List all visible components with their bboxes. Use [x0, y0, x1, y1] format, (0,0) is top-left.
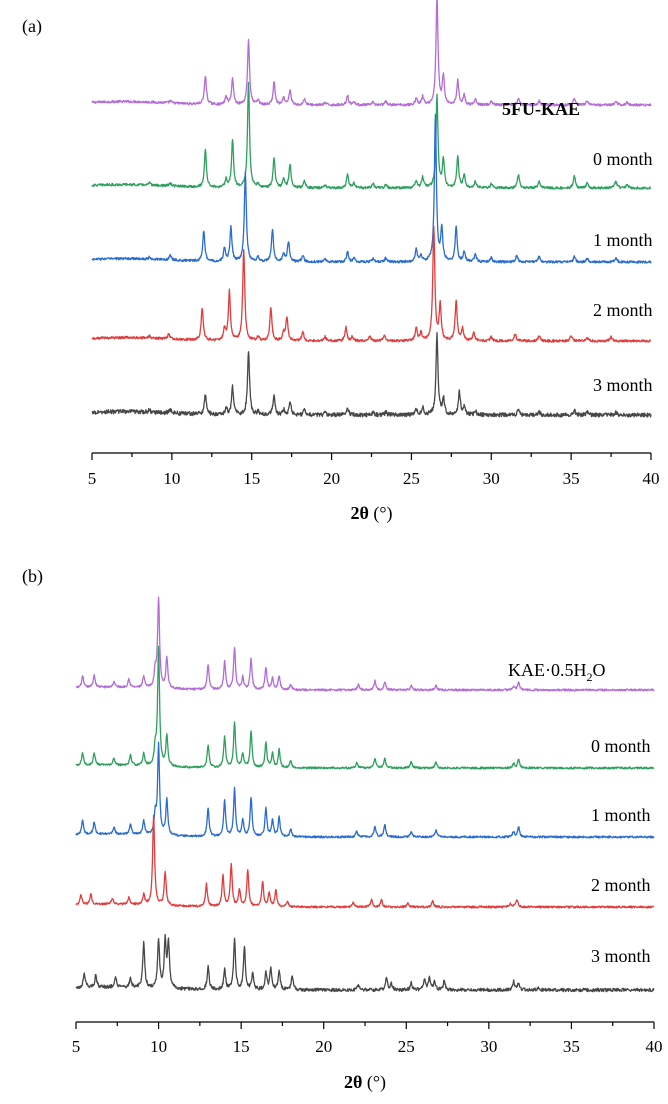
x-tick-label: 20 — [323, 469, 340, 488]
x-tick-label: 40 — [643, 469, 660, 488]
x-axis-title: 2θ (°) — [344, 1072, 386, 1093]
series-label: 3 month — [591, 946, 651, 966]
series-label: 0 month — [593, 149, 653, 169]
series-line-2 — [91, 113, 652, 264]
series-line-2 — [75, 741, 655, 839]
series-label: 1 month — [591, 805, 651, 825]
panel-label: (a) — [22, 16, 42, 37]
x-tick-label: 25 — [398, 1037, 415, 1056]
x-tick-label: 10 — [163, 469, 180, 488]
x-tick-label: 5 — [88, 469, 97, 488]
panel-label: (b) — [22, 566, 43, 587]
series-line-4 — [91, 331, 652, 418]
panel-a: (a) 5FU-KAE 0 month 1 month 2 month 3 month 5 1… — [22, 0, 660, 524]
series-line-0 — [75, 596, 655, 692]
x-tick-label: 25 — [403, 469, 420, 488]
x-tick-label: 40 — [646, 1037, 663, 1056]
series-line-3 — [75, 814, 655, 909]
series-label: KAE·0.5H2O — [508, 660, 606, 684]
panel-b: (b) KAE·0.5H2O 0 month 1 month 2 month 3 mont… — [22, 566, 663, 1093]
series-line-3 — [91, 225, 652, 343]
x-axis-title: 2θ (°) — [350, 503, 392, 524]
x-tick-label: 15 — [243, 469, 260, 488]
series-line-1 — [75, 645, 655, 770]
x-tick-label: 35 — [563, 1037, 580, 1056]
series-label: 1 month — [593, 230, 653, 250]
series-label: 5FU-KAE — [502, 99, 580, 119]
x-tick-label: 20 — [315, 1037, 332, 1056]
x-tick-label: 30 — [483, 469, 500, 488]
x-tick-label: 5 — [72, 1037, 81, 1056]
series-line-4 — [75, 933, 655, 993]
x-tick-label: 15 — [233, 1037, 250, 1056]
series-label: 2 month — [593, 300, 653, 320]
x-tick-label: 30 — [480, 1037, 497, 1056]
series-label: 2 month — [591, 875, 651, 895]
series-label: 0 month — [591, 736, 651, 756]
series-label: 3 month — [593, 375, 653, 395]
x-tick-label: 35 — [563, 469, 580, 488]
series-line-0 — [91, 0, 652, 107]
x-tick-label: 10 — [150, 1037, 167, 1056]
series-line-1 — [91, 81, 652, 190]
